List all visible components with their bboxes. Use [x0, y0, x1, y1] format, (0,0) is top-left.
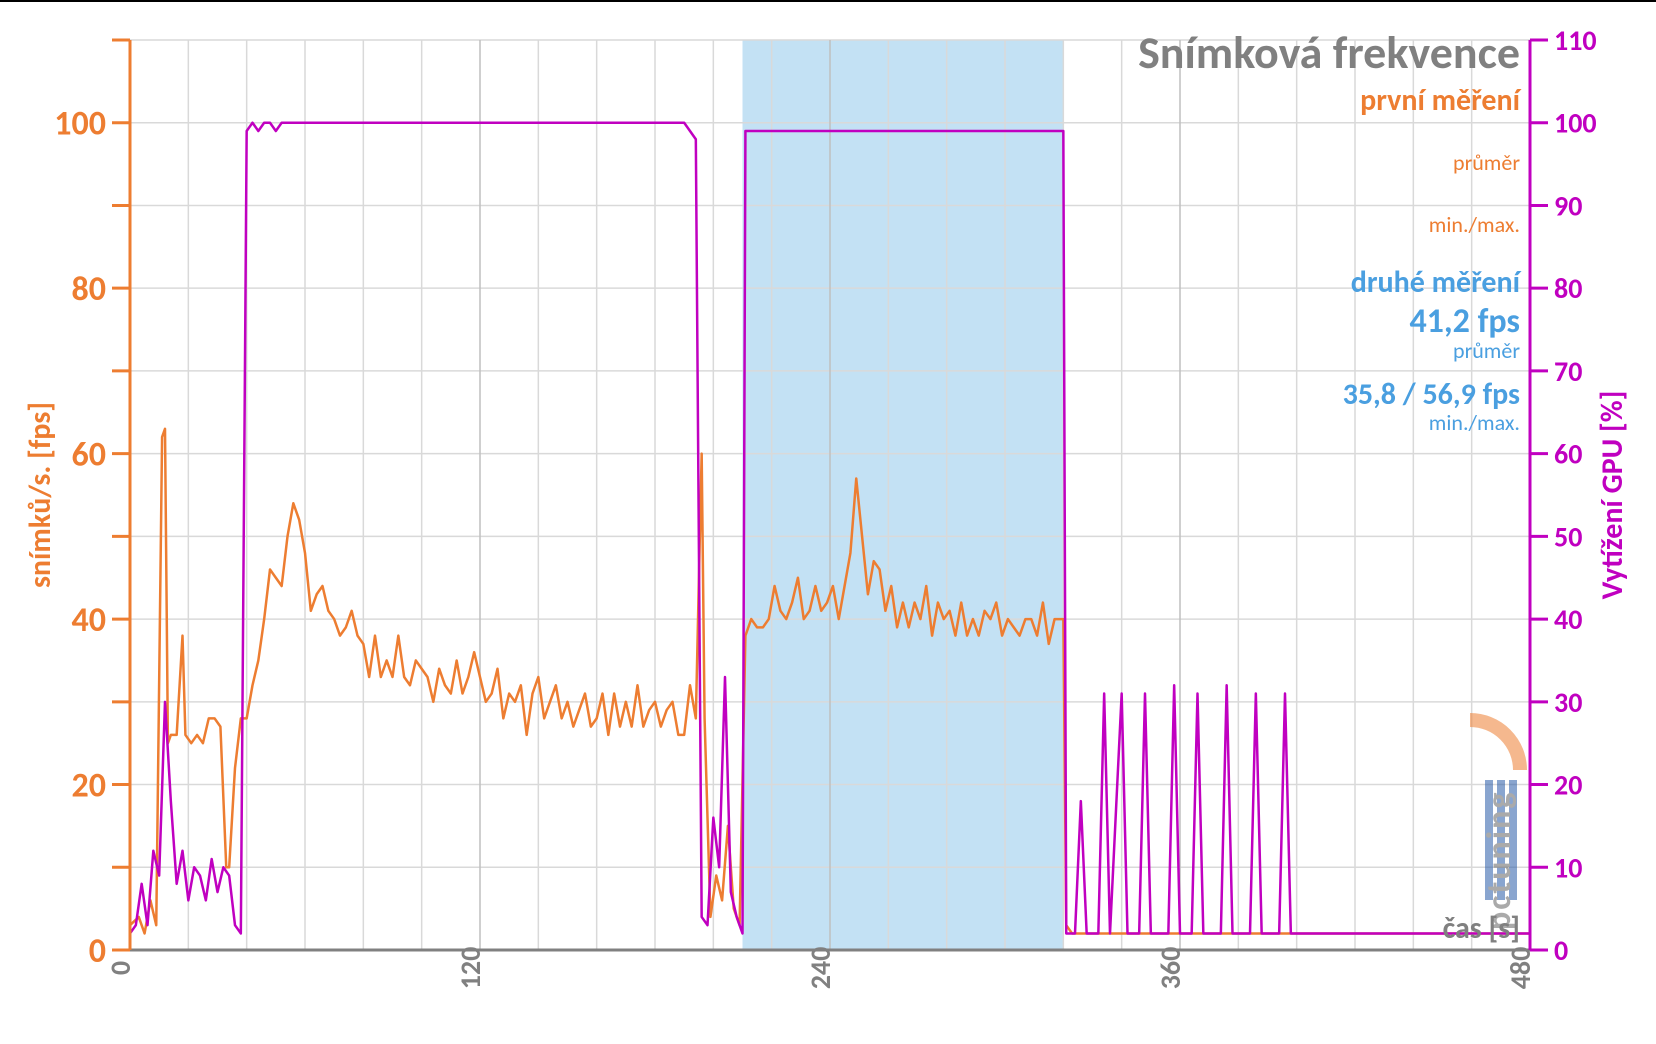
- legend-first-minmax-label: min./max.: [1429, 211, 1520, 238]
- legend-first-avg-label: průměr: [1453, 149, 1520, 176]
- legend-second-avg-label: průměr: [1453, 337, 1520, 364]
- frame-rate-chart: pctuning020406080100snímků/s. [fps]01020…: [0, 0, 1656, 1044]
- y-right-tick: 30: [1554, 685, 1582, 720]
- legend-first-heading: první měření: [1360, 82, 1522, 119]
- x-tick: 120: [453, 947, 488, 990]
- legend-second-minmax-value: 35,8 / 56,9 fps: [1343, 376, 1520, 413]
- chart-svg: pctuning020406080100snímků/s. [fps]01020…: [0, 0, 1656, 1044]
- y-right-tick: 60: [1554, 437, 1582, 472]
- y-left-label: snímků/s. [fps]: [22, 402, 59, 588]
- y-right-tick: 80: [1554, 271, 1582, 306]
- y-right-tick: 0: [1554, 933, 1568, 968]
- y-right-tick: 90: [1554, 188, 1582, 223]
- y-left-tick: 100: [54, 104, 106, 145]
- y-right-tick: 100: [1554, 106, 1597, 141]
- y-right-tick: 50: [1554, 519, 1582, 554]
- chart-title: Snímková frekvence: [1138, 25, 1520, 81]
- x-tick: 480: [1503, 947, 1538, 990]
- y-right-tick: 10: [1554, 850, 1582, 885]
- legend-second-minmax-label: min./max.: [1429, 409, 1520, 436]
- y-left-tick: 80: [72, 269, 106, 310]
- y-right-tick: 20: [1554, 768, 1582, 803]
- x-tick: 360: [1153, 947, 1188, 990]
- y-right-label: Vytížení GPU [%]: [1594, 391, 1631, 600]
- y-left-tick: 40: [72, 600, 106, 641]
- y-left-tick: 20: [72, 766, 106, 807]
- y-left-tick: 60: [72, 435, 106, 476]
- y-right-tick: 110: [1554, 23, 1597, 58]
- x-tick: 240: [803, 947, 838, 990]
- y-right-tick: 70: [1554, 354, 1582, 389]
- x-tick: 0: [103, 961, 138, 975]
- x-axis-label: čas [s]: [1443, 910, 1520, 947]
- legend-second-heading: druhé měření: [1351, 264, 1522, 301]
- highlight-band: [743, 40, 1064, 950]
- y-right-tick: 40: [1554, 602, 1582, 637]
- legend-second-avg-value: 41,2 fps: [1409, 301, 1520, 342]
